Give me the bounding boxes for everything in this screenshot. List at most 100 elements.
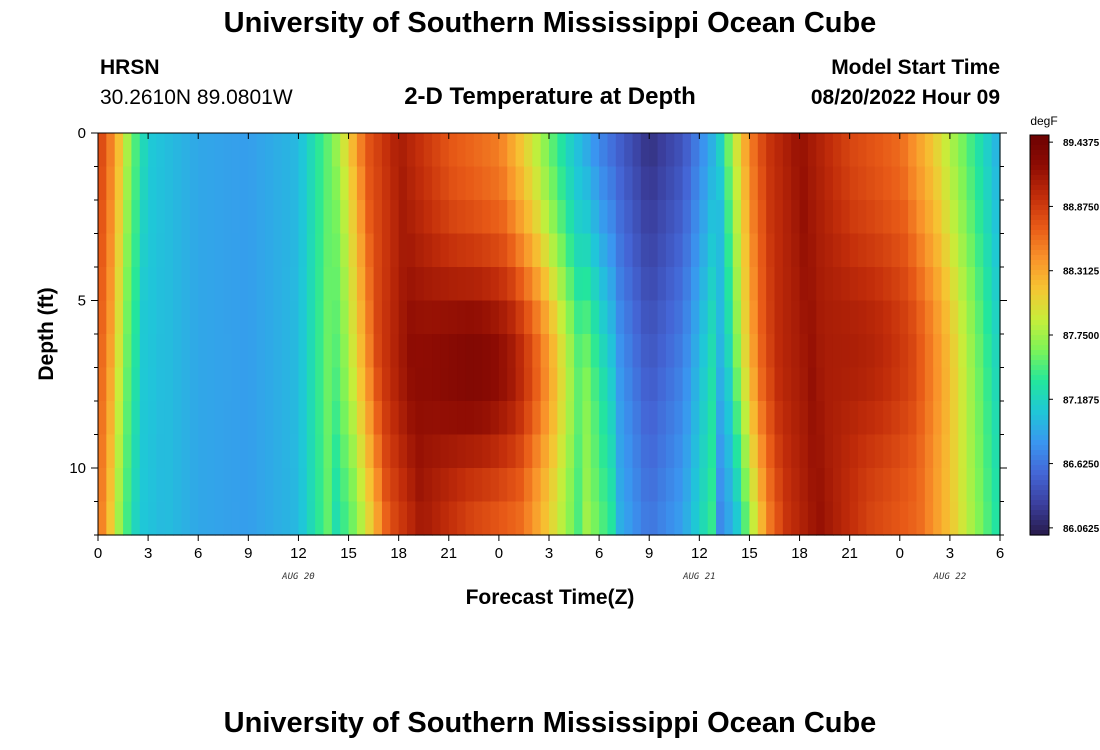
heatmap-cell (123, 300, 133, 335)
heatmap-cell (665, 501, 675, 536)
heatmap-cell (791, 166, 801, 201)
heatmap-cell (398, 200, 408, 235)
heatmap-cell (799, 133, 809, 168)
heatmap-cell (874, 334, 884, 369)
heatmap-cell (281, 468, 291, 503)
heatmap-cell (532, 133, 542, 168)
heatmap-cell (774, 200, 784, 235)
x-tick-label: 21 (841, 545, 858, 562)
heatmap-cell (515, 166, 525, 201)
heatmap-cell (407, 334, 416, 369)
heatmap-cell (473, 300, 483, 335)
heatmap-cell (148, 166, 158, 201)
heatmap-cell (523, 133, 533, 168)
heatmap-cell (774, 501, 784, 536)
heatmap-cell (782, 133, 792, 168)
heatmap-cell (507, 468, 517, 503)
heatmap-cell (958, 233, 968, 268)
colorbar-swatch (1030, 365, 1049, 371)
heatmap-cell (189, 367, 199, 402)
heatmap-cell (223, 233, 233, 268)
heatmap-cell (874, 200, 884, 235)
heatmap-cell (482, 468, 492, 503)
heatmap-cell (891, 434, 901, 469)
heatmap-cell (214, 233, 224, 268)
heatmap-cell (941, 133, 951, 168)
heatmap-cell (323, 468, 333, 503)
heatmap-cell (148, 300, 158, 335)
colorbar-swatch (1030, 285, 1049, 291)
heatmap-cell (632, 501, 642, 536)
heatmap-cell (490, 501, 500, 536)
heatmap-cell (757, 300, 767, 335)
heatmap-cell (866, 434, 876, 469)
heatmap-cell (290, 468, 300, 503)
heatmap-cell (498, 267, 508, 302)
heatmap-cell (390, 334, 400, 369)
heatmap-cell (549, 468, 558, 503)
heatmap-cell (699, 267, 709, 302)
heatmap-cell (248, 434, 258, 469)
heatmap-cells (98, 133, 1001, 536)
heatmap-cell (607, 401, 617, 436)
heatmap-cell (189, 501, 199, 536)
heatmap-cell (432, 334, 442, 369)
heatmap-cell (607, 334, 617, 369)
heatmap-cell (365, 468, 375, 503)
heatmap-cell (239, 468, 249, 503)
heatmap-cell (356, 434, 366, 469)
heatmap-cell (365, 334, 375, 369)
colorbar-swatch (1030, 445, 1049, 451)
heatmap-cell (139, 233, 149, 268)
heatmap-cell (791, 434, 801, 469)
heatmap-cell (148, 367, 158, 402)
heatmap-cell (916, 200, 926, 235)
heatmap-cell (615, 300, 625, 335)
heatmap-cell (340, 300, 350, 335)
heatmap-cell (390, 133, 400, 168)
heatmap-cell (690, 334, 700, 369)
heatmap-cell (858, 501, 867, 536)
heatmap-cell (724, 367, 734, 402)
heatmap-cell (782, 300, 792, 335)
heatmap-cell (273, 401, 283, 436)
heatmap-cell (164, 367, 174, 402)
heatmap-cell (98, 434, 107, 469)
heatmap-cell (415, 200, 425, 235)
heatmap-cell (908, 434, 918, 469)
heatmap-cell (549, 133, 558, 168)
heatmap-cell (256, 300, 266, 335)
heatmap-cell (983, 200, 993, 235)
heatmap-cell (699, 501, 709, 536)
heatmap-cell (849, 133, 859, 168)
heatmap-cell (858, 133, 867, 168)
heatmap-cell (674, 468, 684, 503)
heatmap-cell (682, 133, 692, 168)
heatmap-cell (381, 367, 391, 402)
heatmap-cell (891, 468, 901, 503)
heatmap-cell (532, 334, 542, 369)
date-label: AUG 21 (682, 572, 716, 582)
heatmap-cell (640, 233, 650, 268)
heatmap-cell (832, 133, 842, 168)
heatmap-cell (540, 133, 550, 168)
colorbar-swatch (1030, 440, 1049, 446)
heatmap-cell (181, 468, 191, 503)
heatmap-cell (858, 468, 867, 503)
heatmap-cell (523, 501, 533, 536)
heatmap-cell (457, 133, 467, 168)
heatmap-cell (649, 166, 659, 201)
heatmap-cell (908, 401, 918, 436)
heatmap-cell (665, 166, 675, 201)
heatmap-cell (841, 434, 851, 469)
heatmap-cell (248, 233, 258, 268)
heatmap-cell (515, 200, 525, 235)
heatmap-cell (565, 200, 575, 235)
heatmap-cell (373, 267, 383, 302)
heatmap-cell (482, 166, 492, 201)
heatmap-cell (682, 233, 692, 268)
heatmap-cell (640, 166, 650, 201)
heatmap-cell (799, 468, 809, 503)
heatmap-cell (732, 300, 742, 335)
heatmap-cell (106, 501, 116, 536)
